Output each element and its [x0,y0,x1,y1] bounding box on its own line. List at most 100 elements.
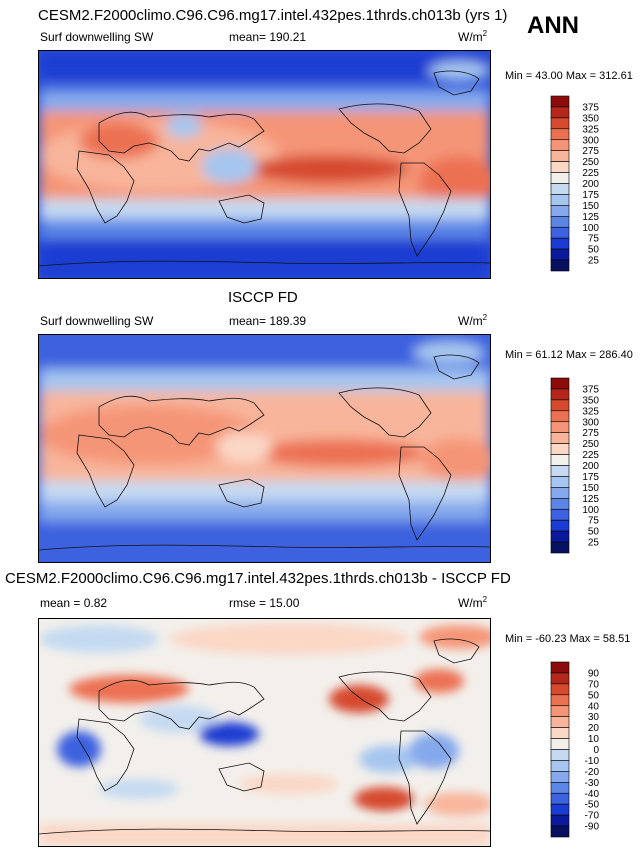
colorbar-box [550,226,570,239]
panel1-map [38,50,491,279]
panel2-variable-label: Surf downwelling SW [40,314,154,328]
colorbar-box [550,487,570,499]
colorbar-box [550,749,570,761]
colorbar-level-label: 50 [588,690,600,701]
colorbar-level-label: 10 [588,734,600,745]
colorbar-level-label: -30 [585,778,600,789]
colorbar-level-label: 25 [588,538,600,549]
panel1-minmax: Min = 43.00 Max = 312.61 [505,70,633,82]
colorbar-level-label: -50 [585,800,600,811]
panel2-units: W/m2 [458,313,488,328]
colorbar-level-label: 20 [588,723,600,734]
colorbar-level-label: 50 [588,527,600,538]
colorbar-box [550,760,570,772]
colorbar-level-label: 175 [582,472,599,483]
panel1-mean-label: mean= 190.21 [229,30,307,44]
panel3-mean-label: mean = 0.82 [40,596,108,610]
colorbar-box [550,259,570,272]
panel1-colorbar: 375 350 325 300 275 250 225 200 175 150 125 100 75 50… [550,95,631,272]
colorbar-box [550,738,570,750]
colorbar-box [550,443,570,455]
colorbar-box [550,672,570,685]
colorbar-box [550,205,570,217]
panel2-field [39,335,490,562]
colorbar-box [550,454,570,466]
colorbar-level-label: 225 [582,168,599,179]
colorbar-level-label: 250 [582,439,599,450]
panel3-colorbar: 90 70 50 40 30 20 10 0 -10 -20 -30 -40 -50 -70 -90 [550,661,631,838]
colorbar-box [550,792,570,805]
colorbar-box [550,399,570,412]
colorbar-level-label: -70 [585,811,600,822]
colorbar-box [550,150,570,162]
colorbar-box [550,541,570,554]
colorbar-level-label: 375 [582,384,599,395]
panel2-title: ISCCP FD [228,289,298,306]
colorbar-level-label: 325 [582,406,599,417]
panel1-variable-label: Surf downwelling SW [40,30,154,44]
colorbar-box [550,771,570,783]
panel2-minmax: Min = 61.12 Max = 286.40 [505,349,633,361]
colorbar-box [550,128,570,141]
colorbar-level-label: 250 [582,157,599,168]
colorbar-level-label: -90 [585,822,600,833]
colorbar-box [550,194,570,206]
colorbar-box [550,661,570,674]
season-label: ANN [527,12,579,39]
colorbar-box [550,216,570,228]
colorbar-box [550,388,570,401]
colorbar-level-label: 325 [582,124,599,135]
colorbar-level-label: 125 [582,212,599,223]
colorbar-box [550,825,570,838]
colorbar-level-label: 375 [582,102,599,113]
colorbar-box [550,683,570,696]
colorbar-level-label: -40 [585,789,600,800]
colorbar-box [550,508,570,521]
colorbar-level-label: 90 [588,668,600,679]
colorbar-level-label: 30 [588,712,600,723]
colorbar-level-label: 100 [582,505,599,516]
colorbar-level-label: -20 [585,767,600,778]
colorbar-box [550,519,570,532]
colorbar-level-label: 100 [582,223,599,234]
colorbar-level-label: 275 [582,428,599,439]
colorbar-box [550,421,570,433]
colorbar-level-label: 200 [582,179,599,190]
colorbar-box [550,782,570,794]
panel2-mean-label: mean= 189.39 [229,314,307,328]
colorbar-box [550,410,570,423]
colorbar-box [550,237,570,250]
panel2-map [38,334,491,563]
panel1-units: W/m2 [458,29,488,44]
colorbar-level-label: 75 [588,516,600,527]
colorbar-box [550,705,570,717]
colorbar-level-label: 125 [582,494,599,505]
panel3-minmax: Min = -60.23 Max = 58.51 [505,633,631,645]
panel1-title: CESM2.F2000climo.C96.C96.mg17.intel.432p… [38,7,508,24]
colorbar-box [550,814,570,827]
colorbar-box [550,498,570,510]
colorbar-level-label: -10 [585,756,600,767]
colorbar-box [550,727,570,739]
colorbar-level-label: 0 [593,745,599,756]
colorbar-level-label: 275 [582,146,599,157]
panel3-field [39,619,490,846]
colorbar-box [550,139,570,151]
panel3-units: W/m2 [458,595,488,610]
panel2-colorbar: 375 350 325 300 275 250 225 200 175 150 125 100 75 50… [550,377,631,554]
colorbar-level-label: 150 [582,201,599,212]
colorbar-level-label: 300 [582,417,599,428]
colorbar-box [550,476,570,488]
colorbar-level-label: 150 [582,483,599,494]
colorbar-level-label: 200 [582,461,599,472]
colorbar-box [550,106,570,119]
colorbar-level-label: 175 [582,190,599,201]
colorbar-box [550,377,570,390]
colorbar-level-label: 25 [588,256,600,267]
panel3-map [38,618,491,847]
colorbar-level-label: 50 [588,245,600,256]
colorbar-box [550,432,570,444]
colorbar-level-label: 225 [582,450,599,461]
colorbar-box [550,248,570,261]
colorbar-level-label: 350 [582,395,599,406]
